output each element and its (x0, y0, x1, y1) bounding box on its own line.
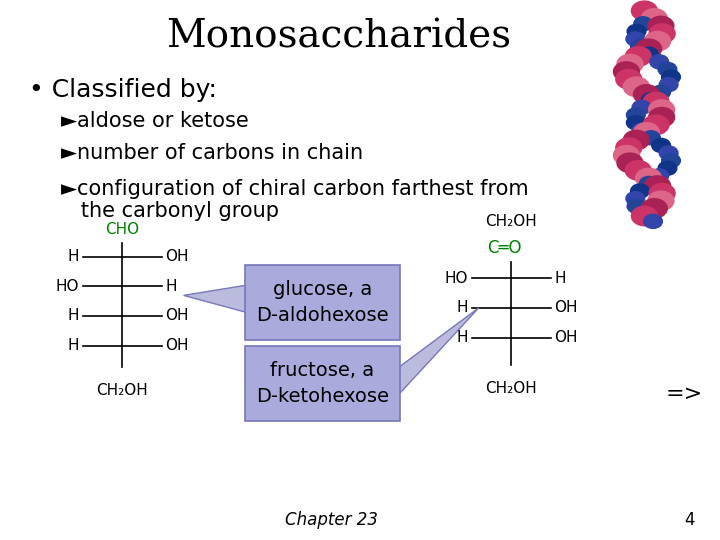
Circle shape (649, 107, 675, 127)
Circle shape (631, 1, 657, 21)
Circle shape (626, 116, 645, 130)
Circle shape (650, 169, 669, 183)
Text: 4: 4 (684, 511, 695, 529)
Text: H: H (456, 300, 468, 315)
Circle shape (636, 168, 662, 188)
Text: fructose, a
D-ketohexose: fructose, a D-ketohexose (256, 361, 389, 406)
Circle shape (662, 70, 680, 84)
Circle shape (616, 138, 642, 157)
Circle shape (658, 161, 677, 175)
Text: OH: OH (554, 330, 578, 345)
Circle shape (634, 123, 660, 142)
Circle shape (658, 63, 677, 77)
Text: ►aldose or ketose: ►aldose or ketose (61, 111, 249, 131)
Circle shape (648, 16, 674, 36)
Circle shape (625, 161, 651, 180)
Circle shape (642, 93, 660, 107)
Circle shape (649, 100, 675, 119)
Text: CH₂OH: CH₂OH (96, 383, 148, 399)
Circle shape (631, 206, 657, 226)
Text: OH: OH (554, 300, 578, 315)
Text: ►configuration of chiral carbon farthest from: ►configuration of chiral carbon farthest… (61, 179, 528, 199)
Circle shape (660, 146, 678, 160)
Circle shape (650, 55, 669, 69)
Circle shape (631, 39, 649, 53)
Circle shape (636, 39, 662, 58)
Circle shape (617, 55, 643, 74)
Circle shape (644, 176, 670, 195)
Circle shape (613, 145, 639, 165)
FancyBboxPatch shape (245, 346, 400, 421)
Circle shape (662, 153, 680, 167)
Text: HO: HO (55, 279, 79, 294)
Circle shape (639, 177, 658, 191)
Text: OH: OH (166, 338, 189, 353)
Circle shape (632, 100, 651, 114)
Text: C═O: C═O (487, 239, 521, 258)
Circle shape (634, 85, 660, 104)
Text: the carbonyl group: the carbonyl group (61, 201, 279, 221)
Circle shape (634, 17, 652, 31)
Polygon shape (184, 285, 248, 313)
Circle shape (643, 92, 669, 112)
Circle shape (652, 85, 670, 99)
Text: CH₂OH: CH₂OH (485, 381, 537, 396)
Circle shape (639, 47, 658, 61)
Circle shape (642, 131, 660, 145)
Circle shape (624, 130, 649, 150)
Circle shape (660, 78, 678, 92)
Circle shape (642, 9, 667, 28)
Circle shape (644, 214, 662, 228)
Text: H: H (456, 330, 468, 345)
Circle shape (643, 115, 669, 134)
Circle shape (616, 70, 642, 89)
Circle shape (627, 199, 646, 213)
Text: H: H (68, 338, 79, 353)
Circle shape (631, 184, 649, 198)
Text: H: H (68, 308, 79, 323)
Text: CH₂OH: CH₂OH (485, 214, 537, 229)
Text: CHO: CHO (105, 222, 140, 237)
Text: H: H (68, 249, 79, 264)
Circle shape (617, 153, 643, 172)
Circle shape (613, 62, 639, 82)
Circle shape (627, 24, 646, 38)
Circle shape (626, 32, 644, 46)
Circle shape (649, 184, 675, 203)
Polygon shape (396, 308, 479, 397)
Circle shape (648, 191, 674, 211)
Text: • Classified by:: • Classified by: (29, 78, 217, 102)
Text: glucose, a
D-aldohexose: glucose, a D-aldohexose (256, 280, 389, 325)
Circle shape (625, 46, 651, 66)
Circle shape (644, 31, 670, 51)
Circle shape (649, 24, 675, 43)
Circle shape (634, 207, 652, 221)
Circle shape (632, 123, 651, 137)
Text: HO: HO (444, 271, 468, 286)
Circle shape (624, 77, 649, 97)
Text: H: H (166, 279, 177, 294)
FancyBboxPatch shape (245, 265, 400, 340)
Circle shape (644, 9, 662, 23)
Circle shape (626, 192, 644, 206)
Text: OH: OH (166, 308, 189, 323)
Text: Chapter 23: Chapter 23 (284, 511, 378, 529)
Circle shape (626, 108, 645, 122)
Circle shape (642, 199, 667, 218)
Circle shape (652, 138, 670, 152)
Text: OH: OH (166, 249, 189, 264)
Text: H: H (554, 271, 566, 286)
Text: =>: => (665, 384, 703, 404)
Text: Monosaccharides: Monosaccharides (166, 19, 511, 56)
Text: ►number of carbons in chain: ►number of carbons in chain (61, 143, 364, 163)
